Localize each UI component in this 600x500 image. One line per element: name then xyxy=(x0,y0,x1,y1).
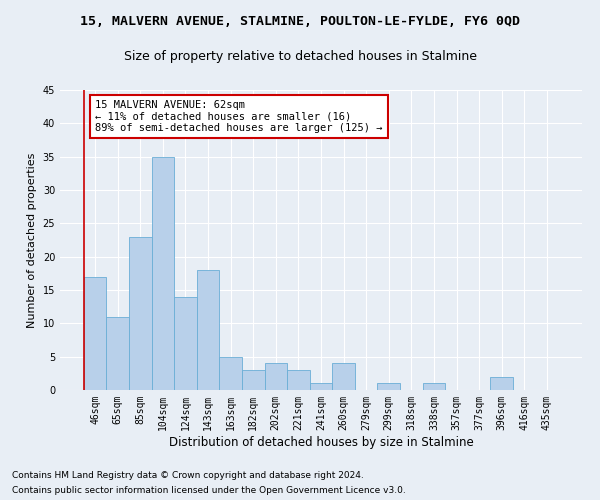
Text: Contains public sector information licensed under the Open Government Licence v3: Contains public sector information licen… xyxy=(12,486,406,495)
Bar xyxy=(265,364,287,390)
Bar xyxy=(422,384,445,390)
X-axis label: Distribution of detached houses by size in Stalmine: Distribution of detached houses by size … xyxy=(169,436,473,448)
Bar xyxy=(106,316,129,390)
Y-axis label: Number of detached properties: Number of detached properties xyxy=(27,152,37,328)
Bar xyxy=(129,236,152,390)
Text: 15 MALVERN AVENUE: 62sqm
← 11% of detached houses are smaller (16)
89% of semi-d: 15 MALVERN AVENUE: 62sqm ← 11% of detach… xyxy=(95,100,383,133)
Bar xyxy=(332,364,355,390)
Text: 15, MALVERN AVENUE, STALMINE, POULTON-LE-FYLDE, FY6 0QD: 15, MALVERN AVENUE, STALMINE, POULTON-LE… xyxy=(80,15,520,28)
Text: Contains HM Land Registry data © Crown copyright and database right 2024.: Contains HM Land Registry data © Crown c… xyxy=(12,471,364,480)
Bar xyxy=(242,370,265,390)
Bar xyxy=(174,296,197,390)
Bar xyxy=(310,384,332,390)
Text: Size of property relative to detached houses in Stalmine: Size of property relative to detached ho… xyxy=(124,50,476,63)
Bar xyxy=(287,370,310,390)
Bar xyxy=(197,270,220,390)
Bar xyxy=(152,156,174,390)
Bar xyxy=(490,376,513,390)
Bar xyxy=(220,356,242,390)
Bar xyxy=(84,276,106,390)
Bar xyxy=(377,384,400,390)
